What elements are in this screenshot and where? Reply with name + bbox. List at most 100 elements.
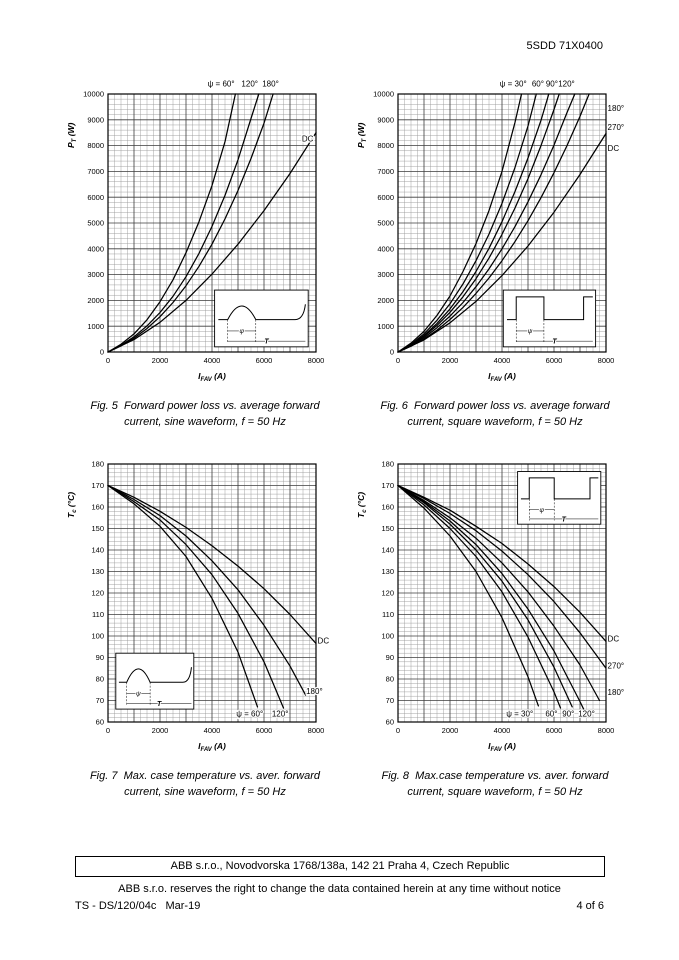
caption-line: Fig. 8 Max.case temperature vs. aver. fo…: [381, 770, 609, 782]
svg-text:4000: 4000: [204, 356, 221, 365]
svg-text:IFAV (A): IFAV (A): [198, 371, 226, 383]
footer-line: TS - DS/120/04c Mar-19 4 of 6: [75, 900, 604, 912]
svg-text:0: 0: [396, 726, 400, 735]
svg-text:2000: 2000: [377, 296, 394, 305]
svg-text:10000: 10000: [373, 90, 394, 99]
caption-line: current, sine waveform, f = 50 Hz: [124, 415, 286, 428]
svg-text:ψ: ψ: [136, 691, 141, 698]
caption-line: Fig. 5 Forward power loss vs. average fo…: [90, 400, 320, 412]
figure-8-chart: 0 2000 4000 6000 8000 60 70 80 90 100 110 120 130 140…: [356, 460, 625, 753]
svg-text:8000: 8000: [308, 726, 325, 735]
caption-line: current, sine waveform, f = 50 Hz: [124, 785, 286, 798]
svg-text:6000: 6000: [87, 193, 104, 202]
svg-text:6000: 6000: [546, 356, 563, 365]
svg-text:T: T: [157, 701, 162, 708]
svg-text:140: 140: [381, 546, 394, 555]
figure-5: 0 2000 4000 6000 8000 0 1000 2000 3000 4000 5000 60…: [60, 78, 350, 431]
svg-text:150: 150: [381, 524, 394, 533]
svg-text:270°: 270°: [608, 661, 625, 670]
svg-text:90°: 90°: [562, 710, 574, 719]
figure-7-chart: 0 2000 4000 6000 8000 60 70 80 90 100 110 120 130 140…: [66, 460, 331, 753]
svg-text:7000: 7000: [87, 167, 104, 176]
svg-text:2000: 2000: [152, 356, 169, 365]
caption-line: Fig. 6 Forward power loss vs. average fo…: [380, 400, 610, 412]
svg-text:70: 70: [386, 696, 394, 705]
svg-text:90°: 90°: [546, 79, 558, 88]
svg-text:PT (W): PT (W): [356, 122, 368, 148]
svg-text:170: 170: [91, 481, 104, 490]
document-number: 5SDD 71X0400: [526, 40, 603, 52]
svg-text:80: 80: [386, 675, 394, 684]
figure-5-chart: 0 2000 4000 6000 8000 0 1000 2000 3000 4000 5000 60…: [66, 78, 324, 383]
svg-text:8000: 8000: [598, 726, 615, 735]
svg-text:180: 180: [91, 460, 104, 469]
svg-text:60: 60: [386, 718, 394, 727]
svg-text:9000: 9000: [87, 115, 104, 124]
svg-text:ψ: ψ: [528, 328, 533, 335]
svg-text:60°: 60°: [545, 710, 557, 719]
figure-8: 0 2000 4000 6000 8000 60 70 80 90 100 110 120 130 140…: [350, 448, 640, 801]
svg-text:T: T: [552, 339, 557, 346]
svg-text:180: 180: [381, 460, 394, 469]
svg-text:DC: DC: [608, 634, 620, 643]
doc-revision: TS - DS/120/04c Mar-19: [75, 900, 201, 912]
svg-text:2000: 2000: [442, 356, 459, 365]
figure-7-caption: Fig. 7 Max. case temperature vs. aver. f…: [60, 769, 350, 801]
svg-text:120: 120: [91, 589, 104, 598]
svg-text:2000: 2000: [87, 296, 104, 305]
svg-text:IFAV (A): IFAV (A): [488, 741, 516, 753]
svg-text:Tc (°C): Tc (°C): [356, 492, 368, 518]
svg-text:4000: 4000: [494, 356, 511, 365]
svg-text:0: 0: [106, 356, 110, 365]
svg-text:T: T: [264, 339, 269, 346]
svg-text:0: 0: [390, 348, 394, 357]
svg-text:270°: 270°: [608, 123, 625, 132]
svg-text:8000: 8000: [598, 356, 615, 365]
svg-text:DC: DC: [608, 144, 620, 153]
svg-text:120°: 120°: [272, 710, 289, 719]
svg-text:1000: 1000: [87, 322, 104, 331]
svg-text:2000: 2000: [152, 726, 169, 735]
svg-text:180°: 180°: [608, 104, 625, 113]
svg-text:6000: 6000: [256, 356, 273, 365]
svg-text:60°: 60°: [532, 79, 544, 88]
svg-text:110: 110: [382, 610, 394, 619]
svg-text:120°: 120°: [558, 79, 575, 88]
disclaimer-note: ABB s.r.o. reserves the right to change …: [118, 883, 561, 895]
svg-text:120°: 120°: [578, 710, 595, 719]
svg-text:ψ = 60°: ψ = 60°: [236, 710, 263, 719]
svg-text:160: 160: [381, 503, 394, 512]
svg-text:ψ: ψ: [239, 328, 244, 335]
svg-text:60: 60: [96, 718, 104, 727]
caption-line: current, square waveform, f = 50 Hz: [407, 415, 583, 428]
figure-7: 0 2000 4000 6000 8000 60 70 80 90 100 110 120 130 140…: [60, 448, 350, 801]
svg-text:180°: 180°: [306, 687, 323, 696]
svg-text:180°: 180°: [608, 688, 625, 697]
svg-text:4000: 4000: [494, 726, 511, 735]
svg-text:6000: 6000: [377, 193, 394, 202]
svg-text:ψ = 60°: ψ = 60°: [208, 79, 235, 88]
svg-text:T: T: [562, 516, 567, 523]
svg-text:8000: 8000: [87, 141, 104, 150]
svg-text:70: 70: [96, 696, 104, 705]
svg-text:5000: 5000: [87, 219, 104, 228]
svg-text:Tc (°C): Tc (°C): [66, 492, 78, 518]
svg-text:120°: 120°: [241, 79, 258, 88]
svg-text:140: 140: [91, 546, 104, 555]
svg-text:120: 120: [381, 589, 394, 598]
svg-text:5000: 5000: [377, 219, 394, 228]
figure-6: 0 2000 4000 6000 8000 0 1000 2000 3000 4000 5000 60…: [350, 78, 640, 431]
figure-8-caption: Fig. 8 Max.case temperature vs. aver. fo…: [350, 769, 640, 801]
svg-text:90: 90: [96, 653, 104, 662]
svg-text:150: 150: [91, 524, 104, 533]
svg-text:100: 100: [91, 632, 104, 641]
svg-text:0: 0: [106, 726, 110, 735]
svg-text:IFAV (A): IFAV (A): [488, 371, 516, 383]
svg-text:90: 90: [386, 653, 394, 662]
svg-text:DC: DC: [318, 637, 330, 646]
svg-text:4000: 4000: [87, 244, 104, 253]
caption-line: Fig. 7 Max. case temperature vs. aver. f…: [89, 770, 321, 782]
svg-text:3000: 3000: [87, 270, 104, 279]
svg-text:130: 130: [381, 567, 394, 576]
svg-text:ψ = 30°: ψ = 30°: [500, 79, 527, 88]
